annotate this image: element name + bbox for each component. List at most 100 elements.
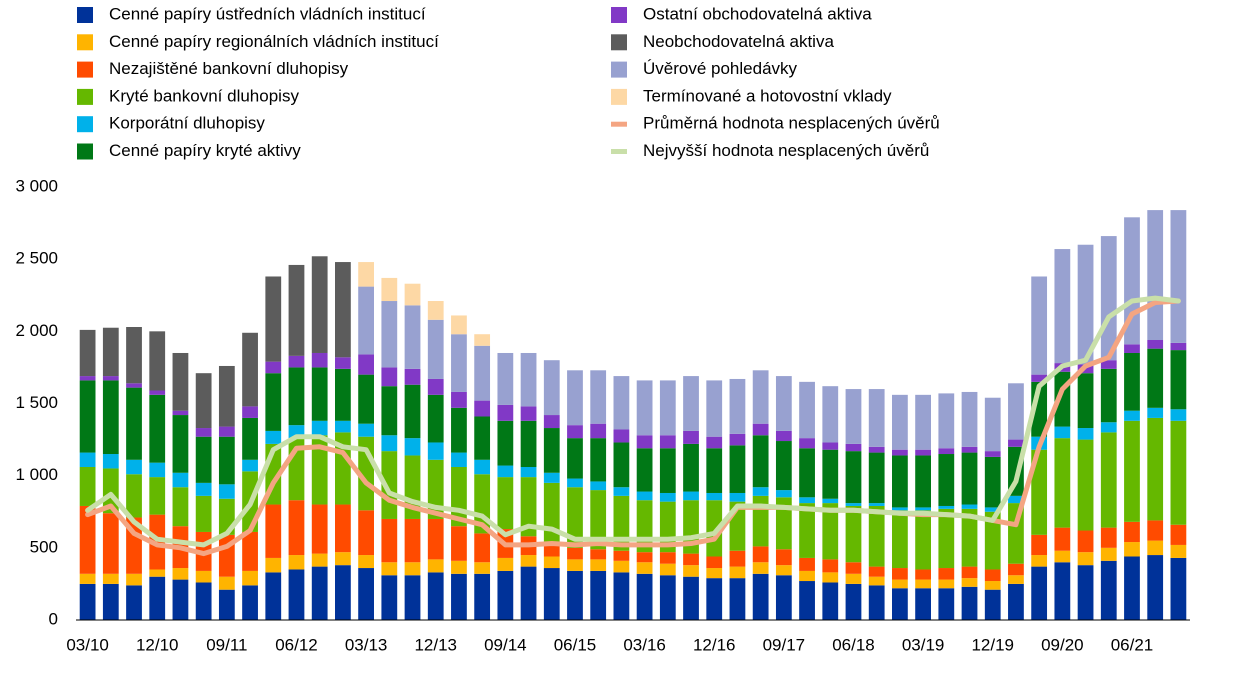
- bar-segment: [381, 386, 398, 436]
- bar-segment: [520, 467, 537, 478]
- bar-segment: [729, 433, 746, 446]
- bar-segment: [1100, 236, 1117, 361]
- bar-segment: [822, 498, 839, 504]
- line-series: [85, 298, 1181, 557]
- bar-segment: [335, 504, 351, 553]
- legend-swatch: [611, 34, 627, 51]
- bar-segment: [775, 376, 792, 431]
- bar-segment: [961, 586, 978, 620]
- bar-segment: [729, 550, 746, 567]
- bar-segment: [242, 332, 258, 407]
- bar-segment: [79, 573, 96, 584]
- bar-segment: [613, 572, 630, 620]
- bar-segment: [149, 331, 166, 391]
- bar-segment: [1124, 344, 1140, 353]
- bar-segment: [659, 435, 676, 449]
- bar-segment: [845, 389, 862, 444]
- bar-segment: [961, 446, 978, 453]
- x-tick-label: 09/20: [1041, 635, 1084, 654]
- bar-segment: [915, 579, 931, 589]
- bar-segment: [706, 578, 723, 620]
- bar-segment: [567, 570, 583, 620]
- bar-segment: [1147, 339, 1164, 349]
- bar-segment: [1147, 540, 1164, 556]
- bar-segment: [1100, 432, 1117, 528]
- bar-segment: [381, 575, 398, 620]
- bar-segment: [590, 549, 607, 560]
- bar-segment: [311, 553, 328, 567]
- bar-segment: [149, 394, 166, 463]
- bar-segment: [242, 570, 258, 586]
- bar-segment: [543, 568, 560, 620]
- bar-segment: [543, 360, 560, 416]
- bar-segment: [799, 581, 815, 620]
- bar-segment: [845, 443, 862, 452]
- legend-item: Cenné papíry ústředních vládních institu…: [77, 4, 426, 23]
- bar-segment: [915, 394, 931, 450]
- x-tick-label: 12/16: [693, 635, 736, 654]
- bar-segment: [1124, 521, 1140, 543]
- bar-segment: [102, 454, 119, 469]
- bar-segment: [892, 507, 908, 511]
- bar-segment: [659, 563, 676, 576]
- bar-segment: [543, 556, 560, 569]
- bar-segment: [1170, 350, 1187, 410]
- bar-segment: [1147, 407, 1164, 418]
- bar-segment: [126, 383, 142, 388]
- bar-segment: [1077, 565, 1094, 620]
- bar-segment: [822, 559, 839, 573]
- bar-segment: [1008, 383, 1024, 440]
- bar-segment: [102, 380, 119, 455]
- bar-segment: [822, 442, 839, 450]
- bar-segment: [265, 373, 282, 431]
- bar-segment: [474, 345, 491, 401]
- bar-segment: [659, 380, 676, 436]
- bar-segment: [427, 572, 444, 620]
- bar-segment: [775, 430, 792, 442]
- bar-segment: [358, 354, 374, 375]
- bar-segment: [218, 484, 235, 499]
- bar-segment: [335, 262, 351, 358]
- bar-segment: [451, 315, 467, 335]
- bar-segment: [938, 508, 955, 569]
- bar-segment: [335, 368, 351, 421]
- bar-segment: [451, 452, 467, 468]
- bar-segment: [520, 566, 537, 620]
- bar-segment: [775, 549, 792, 566]
- bar-segment: [172, 568, 189, 580]
- bar-segment: [729, 492, 746, 502]
- bar-segment: [195, 495, 212, 532]
- bar-segment: [938, 393, 955, 449]
- legend-swatch: [611, 7, 627, 23]
- bar-segment: [892, 394, 908, 450]
- bar-segment: [845, 505, 862, 563]
- bar-segment: [288, 569, 305, 620]
- bar-segment: [242, 459, 258, 472]
- bar-segment: [729, 578, 746, 620]
- x-tick-label: 12/10: [136, 635, 179, 654]
- bar-segment: [752, 546, 769, 563]
- bar-segment: [1124, 410, 1140, 421]
- bar-segment: [358, 568, 374, 620]
- bar-segment: [79, 467, 96, 506]
- legend-item: Průměrná hodnota nesplacených úvěrů: [611, 114, 940, 133]
- bar-segment: [799, 448, 815, 498]
- bar-segment: [451, 526, 467, 561]
- bar-segment: [543, 428, 560, 473]
- bar-segment: [1031, 276, 1048, 375]
- x-tick-label: 03/13: [345, 635, 388, 654]
- bar-segment: [1170, 342, 1187, 351]
- bar-segment: [613, 429, 630, 443]
- bar-segment: [311, 420, 328, 436]
- bar-segment: [1031, 449, 1048, 535]
- bar-segment: [706, 436, 723, 449]
- bar-segment: [613, 487, 630, 496]
- bar-segment: [1100, 422, 1117, 433]
- bar-segment: [172, 579, 189, 620]
- bar-segment: [451, 573, 467, 620]
- bar-segment: [451, 391, 467, 408]
- bar-segment: [474, 562, 491, 574]
- bar-segment: [1077, 244, 1094, 365]
- legend-item: Neobchodovatelná aktiva: [611, 32, 834, 51]
